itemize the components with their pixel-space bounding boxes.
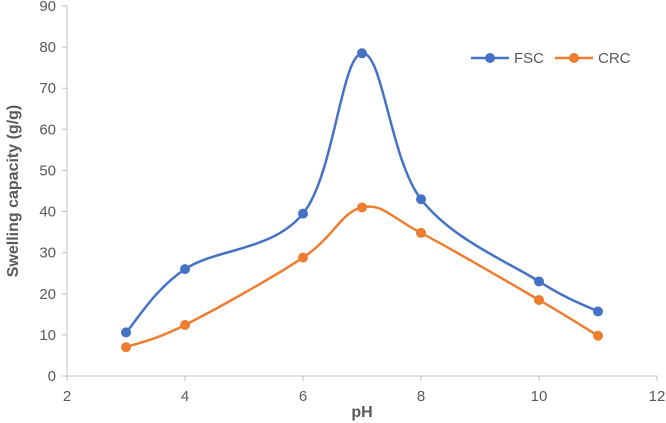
legend-label-fsc: FSC (514, 50, 544, 67)
y-tick-label: 30 (39, 245, 56, 262)
y-tick-label: 90 (39, 0, 56, 15)
data-point-crc (593, 330, 603, 341)
data-point-fsc (180, 264, 190, 275)
series-line-fsc (125, 52, 599, 334)
data-point-fsc (121, 327, 131, 338)
y-tick-label: 70 (39, 80, 56, 97)
data-point-crc (180, 320, 190, 331)
y-tick-label: 40 (39, 204, 56, 221)
data-point-fsc (357, 48, 367, 59)
legend-label-crc: CRC (598, 50, 631, 67)
data-point-crc (298, 252, 308, 263)
y-tick-labels: 0 10 20 30 40 50 60 70 80 90 (39, 0, 67, 385)
data-point-fsc (534, 276, 544, 287)
series-layer (121, 48, 603, 353)
data-point-fsc (593, 306, 603, 317)
x-tick-label: 10 (531, 388, 548, 405)
x-axis-title: pH (351, 404, 372, 421)
y-tick-label: 10 (39, 327, 56, 344)
x-tick-label: 6 (299, 388, 307, 405)
y-tick-label: 0 (48, 368, 56, 385)
data-point-crc (121, 342, 131, 353)
legend-marker-crc (569, 53, 579, 63)
x-tick-labels: 2 4 6 8 10 12 (63, 376, 666, 405)
legend-marker-fsc (485, 53, 495, 63)
data-point-fsc (416, 194, 426, 205)
legend: FSC CRC (471, 50, 631, 67)
x-tick-label: 2 (63, 388, 71, 405)
y-tick-label: 80 (39, 39, 56, 56)
series-line-crc (125, 205, 599, 349)
x-tick-label: 12 (649, 388, 666, 405)
x-tick-label: 8 (417, 388, 425, 405)
y-tick-label: 20 (39, 286, 56, 303)
y-tick-label: 50 (39, 162, 56, 179)
data-point-crc (534, 294, 544, 305)
y-axis-title: Swelling capacity (g/g) (5, 105, 22, 277)
data-point-crc (357, 202, 367, 213)
x-tick-label: 4 (181, 388, 189, 405)
y-tick-label: 60 (39, 121, 56, 138)
data-point-crc (416, 227, 426, 238)
axes (66, 6, 657, 377)
data-point-fsc (298, 208, 308, 219)
